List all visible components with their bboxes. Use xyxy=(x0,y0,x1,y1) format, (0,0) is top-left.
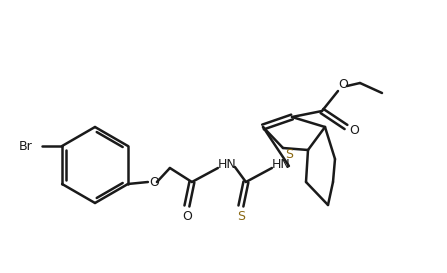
Text: O: O xyxy=(149,176,159,188)
Text: O: O xyxy=(338,79,348,91)
Text: HN: HN xyxy=(218,159,236,171)
Text: S: S xyxy=(285,149,293,162)
Text: O: O xyxy=(349,124,359,138)
Text: Br: Br xyxy=(18,140,32,153)
Text: O: O xyxy=(182,209,192,222)
Text: HN: HN xyxy=(271,159,290,171)
Text: S: S xyxy=(237,209,245,222)
